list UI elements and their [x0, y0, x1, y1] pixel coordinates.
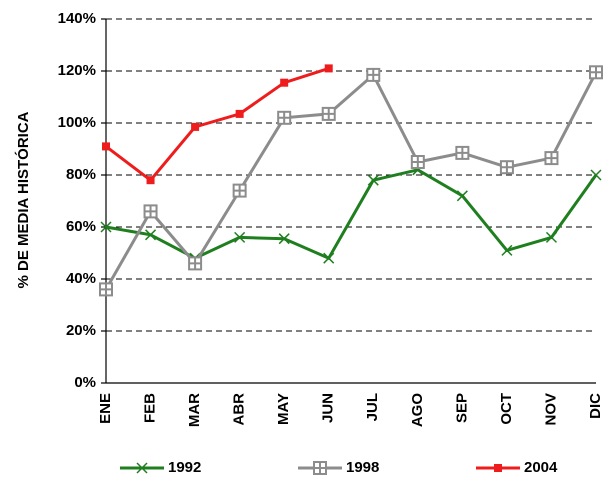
- marker-plus: [456, 146, 469, 159]
- marker-square: [280, 78, 289, 87]
- marker: [313, 461, 327, 475]
- marker-x: [323, 252, 335, 264]
- y-tick-label: 120%: [58, 62, 96, 79]
- marker-x: [456, 190, 468, 202]
- marker-plus: [100, 283, 112, 296]
- marker-x: [545, 231, 557, 243]
- marker: [589, 65, 603, 80]
- marker-x: [278, 233, 290, 245]
- marker: [367, 174, 379, 186]
- marker: [494, 464, 502, 472]
- marker: [456, 190, 468, 202]
- marker: [99, 282, 113, 297]
- marker-x: [145, 229, 157, 241]
- marker-plus: [189, 257, 202, 270]
- marker-square: [146, 176, 155, 185]
- marker: [102, 142, 110, 151]
- marker: [324, 64, 333, 73]
- marker: [280, 78, 289, 87]
- x-tick-label: ENE: [97, 393, 114, 424]
- marker: [499, 160, 514, 175]
- marker: [590, 169, 602, 181]
- marker: [234, 231, 246, 243]
- marker-plus: [367, 68, 380, 81]
- marker-square: [494, 464, 502, 472]
- y-tick-label: 80%: [66, 166, 96, 183]
- marker-x: [136, 462, 148, 474]
- y-axis-label: % DE MEDIA HISTÓRICA: [14, 111, 32, 288]
- marker: [191, 122, 200, 131]
- y-tick-label: 100%: [58, 114, 96, 131]
- marker-square: [324, 64, 333, 73]
- marker-x: [100, 221, 112, 233]
- x-tick-label: FEB: [142, 393, 159, 423]
- marker: [545, 231, 557, 243]
- marker: [321, 106, 336, 121]
- marker-plus: [278, 111, 291, 124]
- marker-x: [590, 169, 602, 181]
- y-tick-label: 0%: [74, 374, 96, 391]
- marker: [146, 176, 155, 185]
- marker-plus: [590, 66, 602, 79]
- marker: [455, 145, 470, 160]
- x-tick-label: DIC: [587, 393, 603, 419]
- marker: [278, 233, 290, 245]
- marker-plus: [500, 161, 513, 174]
- marker-plus: [233, 184, 246, 197]
- x-tick-label: OCT: [498, 393, 515, 425]
- x-tick-label: MAY: [275, 393, 292, 425]
- x-tick-label: JUN: [320, 393, 337, 423]
- legend-label: 1998: [346, 459, 379, 476]
- marker: [410, 155, 425, 169]
- marker: [100, 221, 112, 233]
- marker-x: [367, 174, 379, 186]
- marker-x: [234, 231, 246, 243]
- marker: [145, 229, 157, 241]
- y-tick-label: 40%: [66, 270, 96, 287]
- series-line: [105, 66, 330, 183]
- y-tick-label: 20%: [66, 322, 96, 339]
- marker-x: [501, 244, 513, 256]
- marker: [501, 244, 513, 256]
- marker-plus: [314, 462, 326, 474]
- x-tick-label: SEP: [453, 393, 470, 423]
- marker-square: [191, 122, 200, 131]
- x-tick-label: AGO: [409, 393, 426, 428]
- marker-square: [235, 109, 244, 118]
- marker: [188, 256, 203, 271]
- marker-plus: [545, 152, 558, 165]
- marker-plus: [144, 205, 157, 218]
- marker: [136, 462, 148, 474]
- marker: [235, 109, 244, 118]
- series-line: [104, 71, 598, 291]
- x-tick-label: ABR: [231, 393, 248, 426]
- marker: [323, 252, 335, 264]
- x-tick-label: MAR: [186, 393, 203, 427]
- marker: [277, 110, 292, 125]
- marker-square: [102, 142, 110, 151]
- marker: [143, 204, 158, 219]
- y-tick-label: 140%: [58, 10, 96, 27]
- marker: [544, 151, 559, 166]
- x-tick-label: NOV: [542, 393, 559, 426]
- legend-label: 2004: [524, 459, 558, 476]
- marker: [232, 183, 247, 198]
- x-tick-label: JUL: [364, 393, 381, 421]
- marker-plus: [322, 107, 335, 120]
- marker: [366, 67, 381, 82]
- legend-label: 1992: [168, 459, 201, 476]
- y-tick-label: 60%: [66, 218, 96, 235]
- marker-plus: [411, 156, 424, 168]
